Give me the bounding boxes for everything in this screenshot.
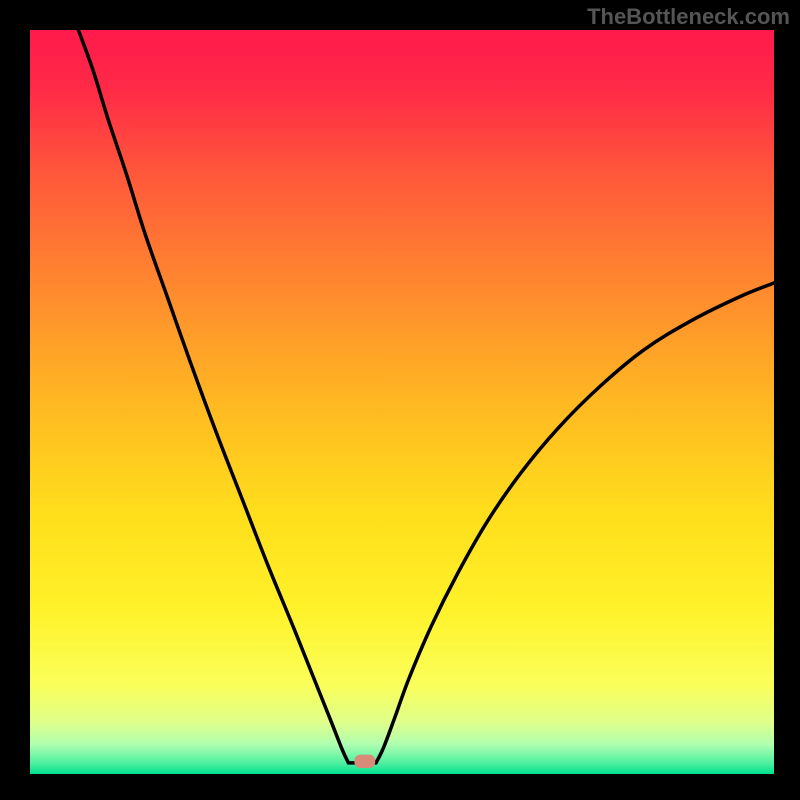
trough-marker <box>354 755 375 768</box>
chart-container: { "watermark": { "text": "TheBottleneck.… <box>0 0 800 800</box>
watermark-text: TheBottleneck.com <box>587 4 790 30</box>
bottleneck-chart <box>0 0 800 800</box>
plot-background <box>30 30 774 774</box>
